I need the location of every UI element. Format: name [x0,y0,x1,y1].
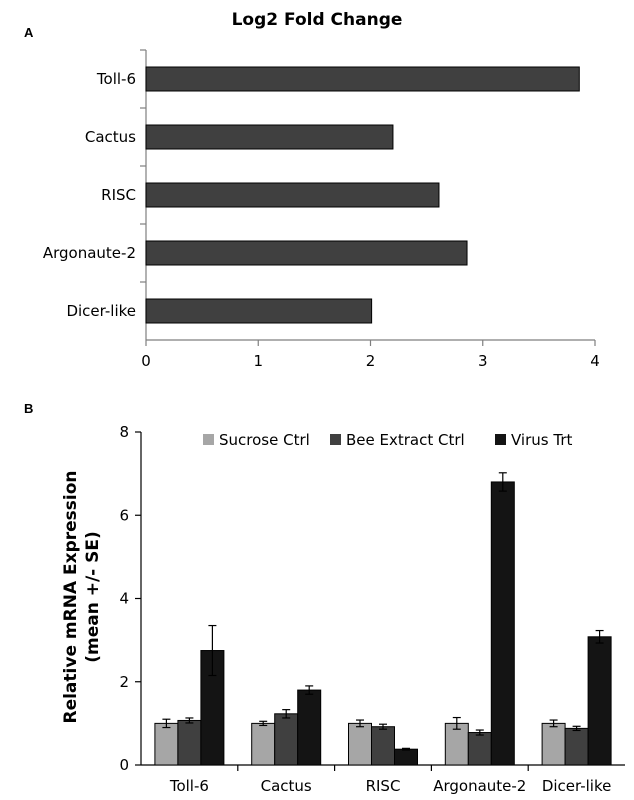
chart-a-x-tick-label: 0 [141,352,151,370]
chart-b-y-tick-label: 2 [119,673,129,691]
chart-b-legend-swatch [203,434,214,445]
chart-a-category-label: Argonaute-2 [43,244,136,262]
chart-b-ylabel-line1: Relative mRNA Expression [61,470,81,723]
chart-a-category-label: Toll-6 [96,70,136,88]
chart-b-category-label: Cactus [261,777,312,795]
chart-a-bar [145,124,394,150]
chart-a-bar [145,182,440,208]
chart-b-bar [348,722,372,766]
chart-b-legend: Sucrose Ctrl Bee Extract Ctrl Virus Trt [203,431,572,449]
chart-b-y-tick-label: 8 [119,423,129,441]
chart-b-y-tick-label: 0 [119,756,129,774]
chart-b-legend-swatch [330,434,341,445]
chart-a-category-label: Cactus [85,128,136,146]
chart-b-category-label: Dicer-like [542,777,612,795]
panel-b: B Relative mRNA Expression (mean +/- SE)… [24,401,625,795]
chart-a-bar [145,240,468,266]
chart-b-category-label: Toll-6 [169,777,209,795]
chart-b-bar [251,722,276,766]
chart-b-legend-label: Virus Trt [511,431,572,449]
chart-b-y-axis-title: Relative mRNA Expression (mean +/- SE) [61,470,103,723]
chart-a-bar [145,298,373,324]
chart-b-bar [177,719,202,766]
chart-a-x-tick-label: 3 [478,352,488,370]
chart-b-y-tick-label: 6 [119,506,129,524]
chart-b-bar [490,481,515,766]
chart-b-legend-label: Sucrose Ctrl [219,431,310,449]
chart-b-category-label: Argonaute-2 [433,777,526,795]
chart-a-x-tick-label: 1 [253,352,263,370]
chart-a-plot: 0 1 2 3 4 Toll-6 Cactus RISC Argonaute-2 Dicer-li… [43,49,600,370]
chart-b-bar [274,713,299,766]
chart-b-bar [564,727,589,766]
chart-a-x-tick-label: 2 [366,352,376,370]
chart-b-category-label: RISC [366,777,401,795]
chart-b-legend-label: Bee Extract Ctrl [346,431,465,449]
chart-a-x-tick-label: 4 [590,352,600,370]
chart-a-bar [145,66,580,92]
chart-b-bar [371,726,395,766]
chart-b-bar [154,722,179,766]
chart-a-category-label: RISC [101,186,136,204]
chart-b-bar [394,748,418,766]
chart-b-y-tick-label: 4 [119,590,129,608]
chart-b-bar [587,636,612,766]
panel-a: A Log2 Fold Change 0 1 2 3 4 Toll-6 Cactus RISC… [24,10,600,370]
chart-b-bar [297,689,322,766]
panel-b-letter: B [24,401,33,416]
chart-a-title: Log2 Fold Change [232,10,403,30]
chart-a-category-label: Dicer-like [66,302,136,320]
panel-a-letter: A [24,25,34,40]
chart-b-legend-swatch [495,434,506,445]
chart-b-bar [467,732,492,766]
chart-b-plot: 0 2 4 6 8 Toll-6 Cactus RISC Argonaute-2 Dicer-li… [119,423,625,795]
chart-b-ylabel-line2: (mean +/- SE) [83,531,103,663]
chart-b-bar [541,722,566,766]
